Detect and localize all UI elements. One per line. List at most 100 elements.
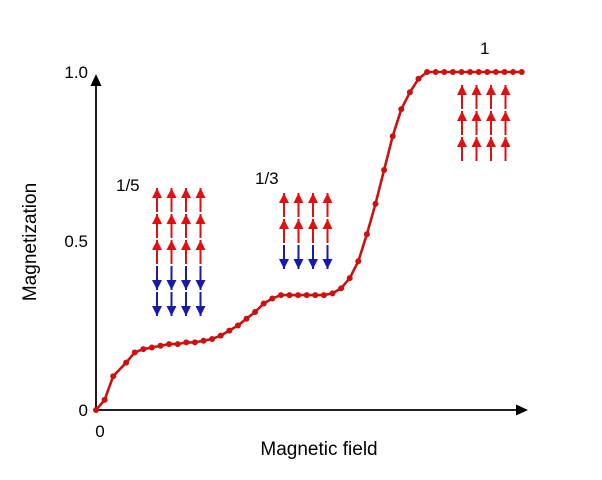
- y-axis-title: Magnetization: [20, 183, 41, 301]
- spin-up-arrow-head: [486, 85, 496, 95]
- data-point: [389, 133, 396, 140]
- data-point: [432, 69, 439, 75]
- spin-up-arrow-head: [322, 193, 333, 203]
- spin-down-arrow-head: [279, 259, 289, 269]
- data-point: [312, 292, 319, 299]
- data-point: [329, 290, 336, 297]
- x-tick-label: 0: [95, 422, 104, 441]
- spin-down-arrow-head: [308, 259, 318, 269]
- data-point: [157, 342, 164, 349]
- data-point: [372, 200, 379, 207]
- data-point: [101, 396, 108, 403]
- data-point: [183, 339, 190, 346]
- y-tick-label: 0: [79, 401, 88, 420]
- spin-group: 1/3: [255, 169, 333, 269]
- spin-up-arrow-head: [500, 137, 511, 147]
- spin-up-arrow-head: [152, 188, 162, 198]
- data-point: [191, 339, 198, 346]
- data-point: [269, 295, 276, 302]
- data-point: [140, 346, 147, 353]
- magnetization-curve: [93, 69, 525, 413]
- y-tick-labels: 0 0.5 1.0: [64, 63, 88, 420]
- data-point: [209, 336, 216, 343]
- spin-up-arrow-head: [457, 137, 467, 147]
- data-point: [501, 69, 508, 75]
- spin-group: 1/5: [116, 176, 206, 316]
- spin-up-arrow-head: [471, 85, 482, 95]
- spin-up-arrow-head: [308, 193, 318, 203]
- spin-down-arrow-head: [293, 259, 304, 269]
- data-point: [123, 359, 130, 366]
- data-point: [200, 337, 207, 344]
- spin-up-arrow-head: [457, 111, 467, 121]
- y-tick-label: 0.5: [64, 232, 88, 251]
- spin-group: 1: [457, 39, 511, 161]
- data-point: [415, 75, 422, 82]
- spin-up-arrow-head: [486, 111, 496, 121]
- spin-up-arrow-head: [293, 193, 304, 203]
- spin-up-arrow-head: [195, 188, 206, 198]
- spin-down-arrow-head: [166, 306, 177, 316]
- spin-up-arrow-head: [471, 137, 482, 147]
- data-point: [458, 69, 465, 75]
- x-tick-labels: 0: [95, 422, 104, 441]
- spin-up-arrow-head: [486, 137, 496, 147]
- spin-up-arrow-head: [181, 214, 191, 224]
- data-point: [243, 315, 250, 322]
- spin-up-arrow-head: [500, 85, 511, 95]
- spin-down-arrow-head: [152, 280, 162, 290]
- x-axis-title: Magnetic field: [260, 439, 377, 460]
- data-point: [381, 167, 388, 174]
- spin-up-arrow-head: [279, 219, 289, 229]
- spin-up-arrow-head: [195, 214, 206, 224]
- spin-down-arrow-head: [195, 280, 206, 290]
- data-point: [346, 275, 353, 282]
- data-point: [484, 69, 491, 75]
- spin-up-arrow-head: [279, 193, 289, 203]
- data-point: [260, 300, 267, 307]
- spin-up-arrow-head: [293, 219, 304, 229]
- spin-up-arrow-head: [181, 188, 191, 198]
- data-point: [467, 69, 474, 75]
- data-point: [492, 69, 499, 75]
- data-point: [441, 69, 448, 75]
- plateau-fraction-label: 1: [480, 39, 489, 58]
- data-point: [320, 292, 327, 299]
- data-point: [131, 349, 138, 356]
- data-point: [338, 285, 345, 292]
- axes: [90, 74, 528, 416]
- spin-up-arrow-head: [166, 214, 177, 224]
- data-point: [449, 69, 456, 75]
- data-point: [166, 341, 173, 348]
- spin-up-arrow-head: [181, 240, 191, 250]
- spin-up-arrow-head: [166, 240, 177, 250]
- data-point: [424, 69, 431, 75]
- spin-down-arrow-head: [195, 306, 206, 316]
- spin-down-arrow-head: [322, 259, 333, 269]
- data-point: [174, 341, 181, 348]
- spin-up-arrow-head: [308, 219, 318, 229]
- spin-up-arrow-head: [152, 240, 162, 250]
- data-point: [93, 407, 99, 413]
- data-point: [148, 344, 155, 351]
- data-point: [518, 69, 525, 75]
- data-point: [406, 89, 413, 96]
- plateau-fraction-label: 1/5: [116, 176, 140, 195]
- spin-up-arrow-head: [166, 188, 177, 198]
- data-point: [217, 332, 224, 339]
- spin-up-arrow-head: [500, 111, 511, 121]
- spin-down-arrow-head: [166, 280, 177, 290]
- data-point: [510, 69, 517, 75]
- spin-down-arrow-head: [181, 280, 191, 290]
- data-point: [226, 327, 233, 334]
- data-point: [277, 292, 284, 299]
- data-point: [252, 308, 259, 315]
- spin-up-arrow-head: [195, 240, 206, 250]
- x-axis-arrow: [516, 404, 528, 416]
- data-point: [303, 292, 310, 299]
- spin-up-arrow-head: [471, 111, 482, 121]
- y-tick-label: 1.0: [64, 63, 88, 82]
- y-axis-arrow: [90, 74, 102, 86]
- data-point: [286, 292, 293, 299]
